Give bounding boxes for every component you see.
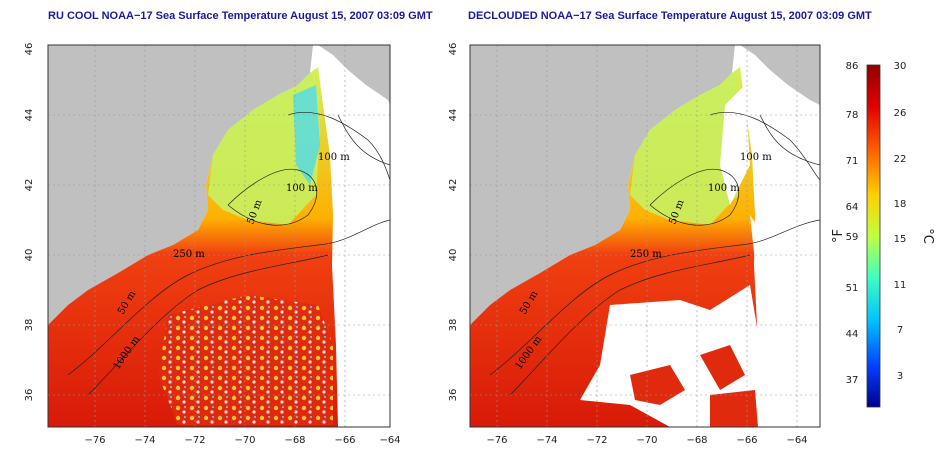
- c-tick: 26: [894, 108, 907, 119]
- c-tick: 7: [897, 325, 903, 336]
- contour-label: 100 m: [708, 183, 740, 194]
- left-map-panel: 100 m 100 m 50 m 250 m 50 m 1000 m −76 −…: [24, 43, 401, 446]
- right-map-panel: 100 m 100 m 50 m 250 m 50 m 1000 m −76 −…: [448, 43, 821, 446]
- lon-tick-labels: −76 −74 −72 −70 −68 −66 −64: [84, 435, 400, 446]
- lat-tick: 44: [448, 109, 459, 122]
- lat-tick: 40: [448, 249, 459, 262]
- contour-label: 100 m: [286, 183, 318, 194]
- lon-tick: −72: [184, 435, 205, 446]
- c-tick: 18: [894, 199, 907, 210]
- lat-tick: 46: [448, 43, 459, 56]
- f-tick: 51: [846, 283, 859, 294]
- contour-label: 250 m: [630, 249, 662, 260]
- c-tick: 30: [894, 61, 907, 72]
- c-tick: 3: [897, 371, 903, 382]
- graticule: [48, 45, 390, 427]
- lon-tick: −72: [586, 435, 607, 446]
- celsius-tick-labels: 30 26 22 18 15 11 7 3: [894, 61, 907, 382]
- lat-tick: 36: [24, 389, 35, 402]
- lon-tick: −64: [379, 435, 400, 446]
- lat-tick: 42: [24, 179, 35, 192]
- bathymetry-contours: [67, 111, 391, 396]
- temperature-colorbar: 86 78 71 64 59 51 44 37 30 26 22 18 15 1…: [831, 61, 935, 408]
- celsius-unit-label: °C: [920, 228, 935, 244]
- lat-tick-labels: 46 44 42 40 38 36: [448, 43, 459, 402]
- bathymetry-contours: [489, 111, 821, 396]
- colorbar-gradient: [866, 64, 881, 408]
- f-tick: 64: [846, 202, 859, 213]
- gulf-of-maine-cool-water: [630, 73, 742, 225]
- lat-tick: 38: [448, 319, 459, 332]
- contour-label: 250 m: [173, 249, 205, 260]
- lat-tick-labels: 46 44 42 40 38 36: [24, 43, 35, 402]
- lon-tick-labels: −76 −74 −72 −70 −68 −66 −64: [486, 435, 807, 446]
- contour-label: 100 m: [740, 152, 772, 163]
- f-tick: 59: [846, 232, 859, 243]
- lat-tick: 40: [24, 249, 35, 262]
- f-tick: 86: [846, 61, 859, 72]
- c-tick: 11: [894, 280, 907, 291]
- lat-tick: 42: [448, 179, 459, 192]
- lat-tick: 44: [24, 109, 35, 122]
- lon-tick: −68: [284, 435, 305, 446]
- fahrenheit-tick-labels: 86 78 71 64 59 51 44 37: [846, 61, 859, 386]
- f-tick: 44: [846, 329, 859, 340]
- lon-tick: −74: [134, 435, 155, 446]
- right-panel-title: DECLOUDED NOAA−17 Sea Surface Temperatur…: [468, 10, 872, 22]
- map-frame: [47, 44, 391, 428]
- lat-tick: 46: [24, 43, 35, 56]
- lon-tick: −76: [84, 435, 105, 446]
- contour-label: 100 m: [318, 152, 350, 163]
- f-tick: 71: [846, 156, 859, 167]
- lon-tick: −64: [786, 435, 807, 446]
- cloud-contaminated-region: [158, 295, 333, 425]
- c-tick: 22: [894, 154, 907, 165]
- map-frame: [469, 44, 821, 428]
- lon-tick: −66: [334, 435, 355, 446]
- lon-tick: −70: [636, 435, 657, 446]
- lat-tick: 36: [448, 389, 459, 402]
- c-tick: 15: [894, 234, 907, 245]
- lon-tick: −70: [234, 435, 255, 446]
- gulf-of-maine-cool-water: [208, 73, 320, 225]
- f-tick: 37: [846, 375, 859, 386]
- cold-water-patch: [293, 85, 320, 185]
- lon-tick: −68: [686, 435, 707, 446]
- lon-tick: −74: [536, 435, 557, 446]
- f-tick: 78: [846, 110, 859, 121]
- fahrenheit-unit-label: °F: [831, 229, 846, 243]
- left-panel-title: RU COOL NOAA−17 Sea Surface Temperature …: [48, 10, 433, 22]
- graticule: [470, 45, 820, 427]
- land-mass: [470, 45, 820, 325]
- lat-tick: 38: [24, 319, 35, 332]
- lon-tick: −76: [486, 435, 507, 446]
- lon-tick: −66: [736, 435, 757, 446]
